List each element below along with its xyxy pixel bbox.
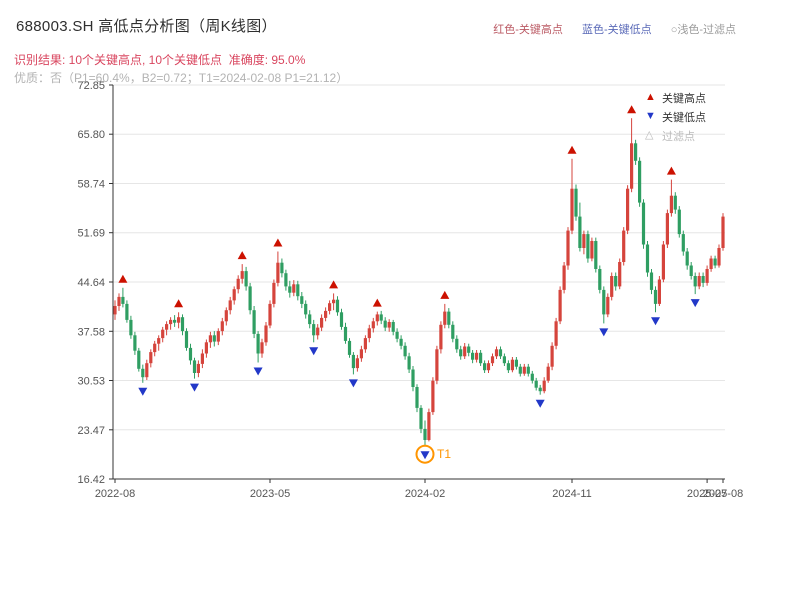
- quality-line: 优质：否（P1=60.4%，B2=0.72；T1=2024-02-08 P1=2…: [14, 71, 349, 85]
- plot-legend-label-filtered: 过滤点: [662, 130, 695, 143]
- key-low-triangle-icon: ▼: [645, 110, 656, 122]
- plot-legend: ▲ 关键高点 ▼ 关键低点 △ 过滤点: [645, 88, 706, 145]
- svg-text:44.64: 44.64: [77, 277, 105, 289]
- svg-text:58.74: 58.74: [77, 179, 105, 191]
- svg-text:T1: T1: [437, 447, 451, 461]
- svg-text:72.85: 72.85: [77, 80, 105, 92]
- svg-text:2022-08: 2022-08: [95, 488, 135, 500]
- filtered-triangle-icon: △: [645, 129, 654, 141]
- svg-text:2025-08: 2025-08: [703, 488, 743, 500]
- svg-text:2025-07: 2025-07: [687, 488, 727, 500]
- svg-text:65.80: 65.80: [77, 129, 105, 141]
- svg-text:2023-05: 2023-05: [250, 488, 290, 500]
- key-high-triangle-icon: ▲: [645, 91, 656, 103]
- plot-legend-label-key-low: 关键低点: [662, 111, 706, 124]
- header-legend-item-filtered: ○浅色-过滤点: [670, 24, 736, 36]
- header-legend-item-key-low: 蓝色-关键低点: [581, 24, 652, 36]
- header-legend: 红色-关键高点 蓝色-关键低点 ○浅色-过滤点: [477, 21, 736, 37]
- svg-text:23.47: 23.47: [77, 425, 105, 437]
- plot-legend-row-key-low: ▼ 关键低点: [645, 107, 706, 126]
- plot-legend-label-key-high: 关键高点: [662, 92, 706, 105]
- header-legend-item-key-high: 红色-关键高点: [493, 24, 563, 36]
- svg-text:30.53: 30.53: [77, 376, 105, 388]
- svg-text:16.42: 16.42: [77, 474, 105, 486]
- svg-text:2024-11: 2024-11: [552, 488, 592, 500]
- svg-text:2024-02: 2024-02: [405, 488, 445, 500]
- page-title: 688003.SH 高低点分析图（周K线图）: [16, 18, 277, 35]
- recognition-result-line: 识别结果: 10个关键高点, 10个关键低点 准确度: 95.0%: [14, 53, 306, 67]
- plot-legend-row-filtered: △ 过滤点: [645, 126, 706, 145]
- plot-legend-row-key-high: ▲ 关键高点: [645, 88, 706, 107]
- svg-text:37.58: 37.58: [77, 326, 105, 338]
- svg-text:51.69: 51.69: [77, 228, 105, 240]
